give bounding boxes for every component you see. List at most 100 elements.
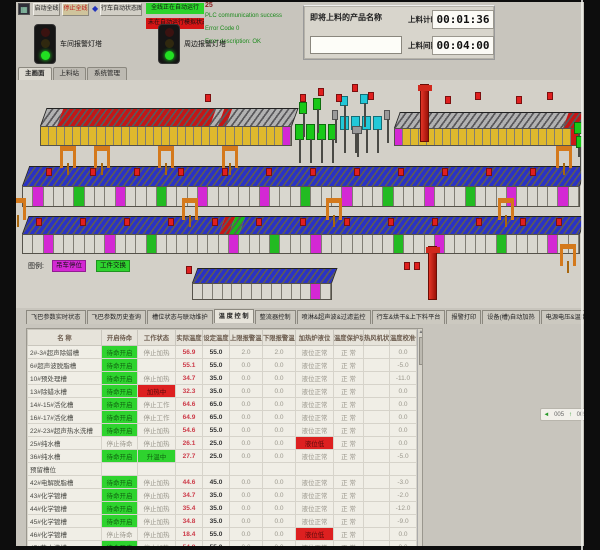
table-row[interactable]: 22#-23#超声热水洗槽 待命开启 停止加热 54.6 55.0 0.0 0.0 液位正常正… <box>27 423 417 437</box>
conveyor-cell[interactable] <box>496 235 507 253</box>
conveyor-cell[interactable] <box>146 235 157 253</box>
conveyor-cell[interactable] <box>115 187 126 206</box>
conveyor-cell[interactable] <box>506 235 518 253</box>
conveyor-cell[interactable] <box>198 235 209 253</box>
conveyor-cell[interactable] <box>321 284 332 299</box>
conveyor-cell[interactable] <box>146 187 157 206</box>
conveyor-cell[interactable] <box>222 284 233 299</box>
conveyor-cell[interactable] <box>467 129 475 145</box>
conveyor-cell[interactable] <box>250 127 259 145</box>
bottom-tab-7[interactable]: 报警打印 <box>446 310 482 324</box>
conveyor-cell[interactable] <box>507 129 515 145</box>
conveyor-cell[interactable] <box>427 129 435 145</box>
conveyor-cell[interactable] <box>496 187 507 206</box>
conveyor-cell[interactable] <box>393 235 404 253</box>
conveyor-cell[interactable] <box>161 127 170 145</box>
conveyor-cell[interactable] <box>290 235 302 253</box>
conveyor-cell[interactable] <box>145 127 154 145</box>
table-row[interactable]: 43#化学镀槽 待命开启 停止加热 34.7 35.0 0.0 0.0 液位正常正 常 -2.0 <box>27 488 417 502</box>
conveyor-cell[interactable] <box>311 187 322 206</box>
conveyor-cell[interactable] <box>136 187 147 206</box>
conveyor-cell[interactable] <box>411 129 419 145</box>
conveyor-cell[interactable] <box>57 127 66 145</box>
conveyor-cell[interactable] <box>280 235 291 253</box>
start-line-button[interactable]: 启动全线 <box>33 3 60 16</box>
conveyor-cell[interactable] <box>537 235 549 253</box>
conveyor-cell[interactable] <box>476 235 487 253</box>
conveyor-cell[interactable] <box>301 284 312 299</box>
conveyor-cell[interactable] <box>414 235 425 253</box>
conveyor-cell[interactable] <box>445 187 456 206</box>
conveyor-cell[interactable] <box>232 284 243 299</box>
conveyor-cell[interactable] <box>486 187 497 206</box>
conveyor-cell[interactable] <box>218 187 229 206</box>
conveyor-cell[interactable] <box>373 187 384 206</box>
conveyor-cell[interactable] <box>74 187 85 206</box>
conveyor-cell[interactable] <box>239 235 250 253</box>
crane-auto-status-button[interactable]: 行车自动状态图 <box>100 3 142 16</box>
conveyor-cell[interactable] <box>547 129 555 145</box>
conveyor-cell[interactable] <box>515 129 523 145</box>
conveyor-cell[interactable] <box>81 127 90 145</box>
conveyor-cell[interactable] <box>506 187 518 206</box>
conveyor-cell[interactable] <box>156 235 168 253</box>
conveyor-cell[interactable] <box>434 187 446 206</box>
conveyor-cell[interactable] <box>483 129 491 145</box>
conveyor-cell[interactable] <box>403 129 411 145</box>
conveyor-cell[interactable] <box>105 127 114 145</box>
table-row[interactable]: 13#除蜡水槽 待命开启 加热中 32.3 35.0 0.0 0.0 液位正常正 常 0.0 <box>27 384 417 398</box>
conveyor-cell[interactable] <box>517 235 528 253</box>
conveyor-cell[interactable] <box>266 127 275 145</box>
conveyor-cell[interactable] <box>395 129 403 145</box>
table-row[interactable]: 46#化学镀槽 停止待命 停止加热 18.4 55.0 0.0 0.0 液位低正 常 0.0 <box>27 527 417 541</box>
conveyor-cell[interactable] <box>311 284 322 299</box>
conveyor-cell[interactable] <box>129 127 138 145</box>
conveyor-cell[interactable] <box>33 235 44 253</box>
conveyor-cell[interactable] <box>249 187 260 206</box>
conveyor-cell[interactable] <box>271 284 282 299</box>
conveyor-cell[interactable] <box>41 127 50 145</box>
conveyor-cell[interactable] <box>517 187 528 206</box>
conveyor-cell[interactable] <box>403 235 415 253</box>
conveyor-cell[interactable] <box>443 129 451 145</box>
conveyor-cell[interactable] <box>43 187 54 206</box>
conveyor-cell[interactable] <box>451 129 459 145</box>
conveyor-cell[interactable] <box>459 129 467 145</box>
conveyor-cell[interactable] <box>527 235 538 253</box>
conveyor-cell[interactable] <box>156 187 168 206</box>
conveyor-cell[interactable] <box>218 235 229 253</box>
conveyor-cell[interactable] <box>208 235 219 253</box>
conveyor-cell[interactable] <box>95 235 106 253</box>
conveyor-cell[interactable] <box>228 187 240 206</box>
conveyor-cell[interactable] <box>383 187 394 206</box>
conveyor-cell[interactable] <box>64 187 75 206</box>
conveyor-cell[interactable] <box>262 284 272 299</box>
conveyor-cell[interactable] <box>49 127 58 145</box>
conveyor-cell[interactable] <box>64 235 75 253</box>
conveyor-cell[interactable] <box>531 129 539 145</box>
bottom-tab-0[interactable]: 飞巴参数实时状态 <box>26 310 86 324</box>
conveyor-cell[interactable] <box>383 235 394 253</box>
conveyor-cell[interactable] <box>455 235 466 253</box>
conveyor-cell[interactable] <box>242 127 251 145</box>
conveyor-cell[interactable] <box>212 284 223 299</box>
conveyor-cell[interactable] <box>105 187 116 206</box>
conveyor-cell[interactable] <box>113 127 122 145</box>
conveyor-cell[interactable] <box>167 187 178 206</box>
conveyor-cell[interactable] <box>95 187 106 206</box>
conveyor-cell[interactable] <box>249 235 260 253</box>
conveyor-cell[interactable] <box>136 235 147 253</box>
conveyor-cell[interactable] <box>125 235 137 253</box>
bottom-tab-1[interactable]: 飞巴参数历史查询 <box>86 310 146 324</box>
conveyor-cell[interactable] <box>193 284 203 299</box>
conveyor-cell[interactable] <box>89 127 98 145</box>
main-tab-1[interactable]: 上料站 <box>52 67 86 80</box>
conveyor-cell[interactable] <box>445 235 456 253</box>
conveyor-cell[interactable] <box>97 127 106 145</box>
conveyor-cell[interactable] <box>167 235 178 253</box>
conveyor-cell[interactable] <box>258 127 267 145</box>
bottom-tab-4[interactable]: 整流器控制 <box>254 310 296 324</box>
conveyor-cell[interactable] <box>270 235 281 253</box>
conveyor-cell[interactable] <box>491 129 499 145</box>
conveyor-cell[interactable] <box>455 187 466 206</box>
